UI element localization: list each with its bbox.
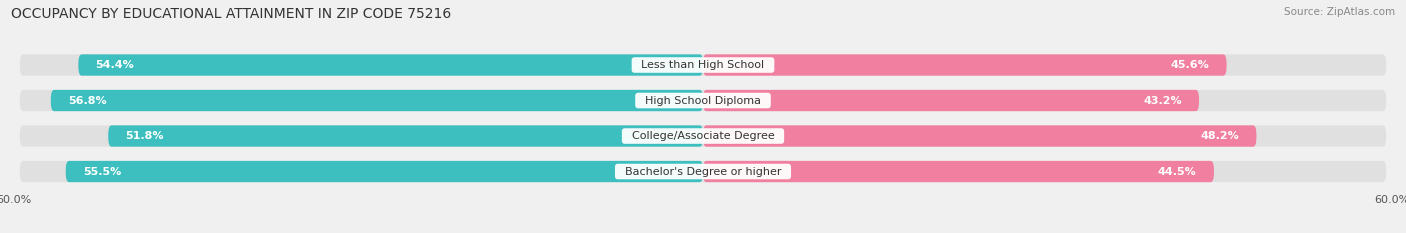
- Text: 45.6%: 45.6%: [1171, 60, 1209, 70]
- FancyBboxPatch shape: [703, 90, 1199, 111]
- FancyBboxPatch shape: [703, 125, 1257, 147]
- FancyBboxPatch shape: [20, 90, 1386, 111]
- Text: 44.5%: 44.5%: [1159, 167, 1197, 177]
- FancyBboxPatch shape: [79, 54, 703, 76]
- Text: OCCUPANCY BY EDUCATIONAL ATTAINMENT IN ZIP CODE 75216: OCCUPANCY BY EDUCATIONAL ATTAINMENT IN Z…: [11, 7, 451, 21]
- Text: High School Diploma: High School Diploma: [638, 96, 768, 106]
- Text: 48.2%: 48.2%: [1201, 131, 1239, 141]
- Text: 56.8%: 56.8%: [67, 96, 107, 106]
- FancyBboxPatch shape: [20, 161, 1386, 182]
- FancyBboxPatch shape: [20, 125, 1386, 147]
- Text: Bachelor's Degree or higher: Bachelor's Degree or higher: [617, 167, 789, 177]
- FancyBboxPatch shape: [20, 54, 1386, 76]
- Text: College/Associate Degree: College/Associate Degree: [624, 131, 782, 141]
- Text: 43.2%: 43.2%: [1143, 96, 1182, 106]
- Text: 51.8%: 51.8%: [125, 131, 165, 141]
- FancyBboxPatch shape: [703, 54, 1226, 76]
- FancyBboxPatch shape: [703, 161, 1213, 182]
- Text: 55.5%: 55.5%: [83, 167, 121, 177]
- FancyBboxPatch shape: [66, 161, 703, 182]
- Text: Source: ZipAtlas.com: Source: ZipAtlas.com: [1284, 7, 1395, 17]
- Text: Less than High School: Less than High School: [634, 60, 772, 70]
- FancyBboxPatch shape: [108, 125, 703, 147]
- Text: 54.4%: 54.4%: [96, 60, 135, 70]
- FancyBboxPatch shape: [51, 90, 703, 111]
